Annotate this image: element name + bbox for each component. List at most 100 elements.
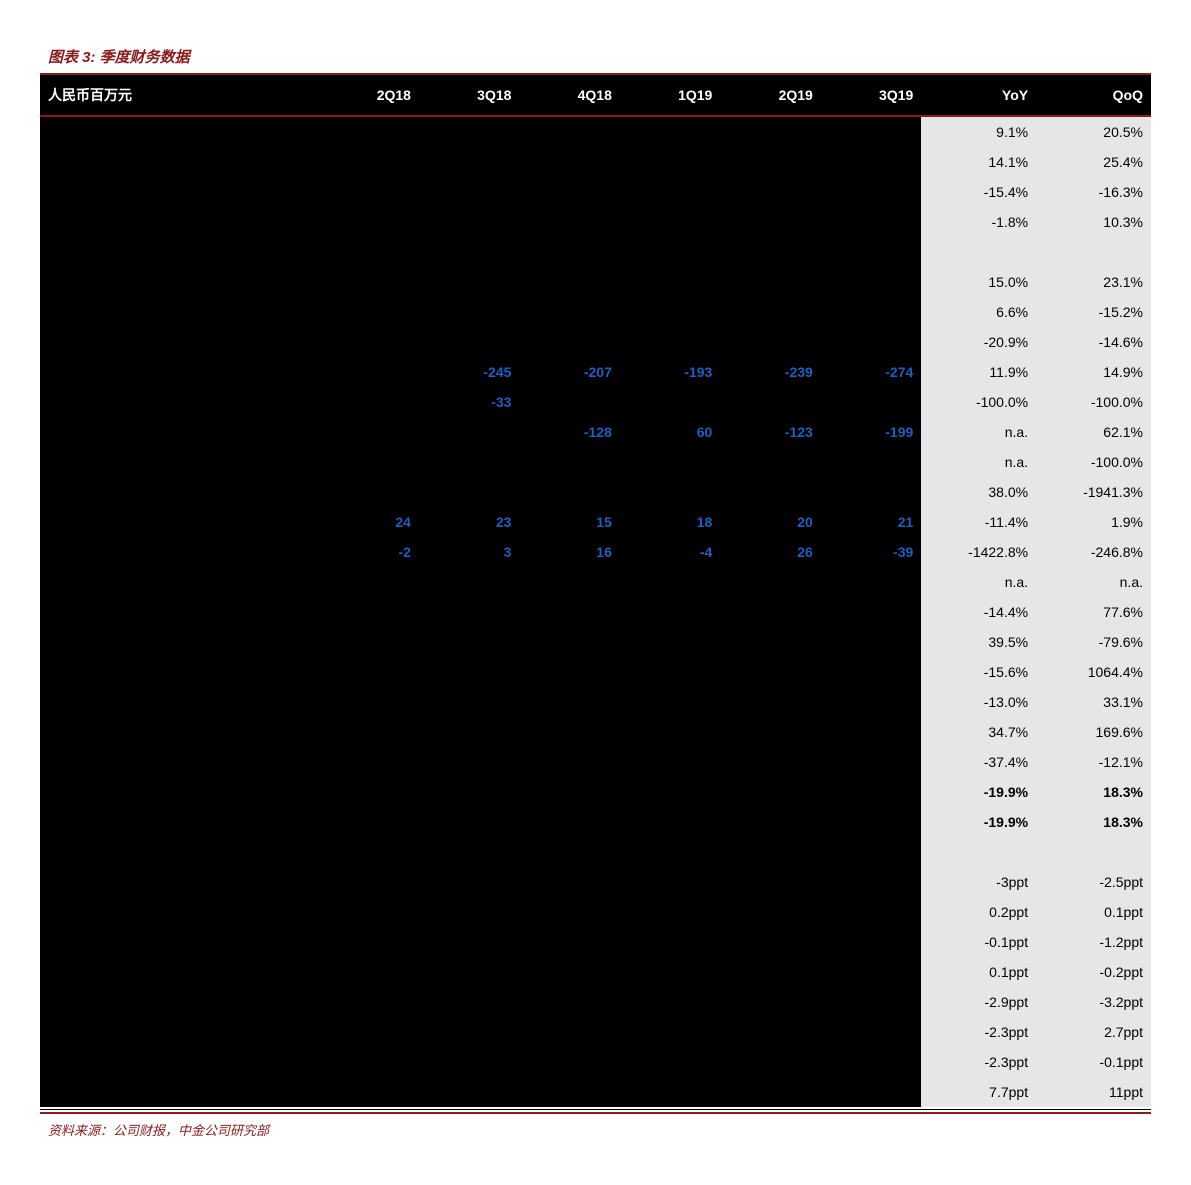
cell-value: [821, 867, 921, 897]
cell-value: [620, 116, 720, 147]
cell-value: [419, 116, 519, 147]
cell-value: [821, 177, 921, 207]
cell-value: [720, 567, 820, 597]
cell-qoq: 18.3%: [1036, 807, 1151, 837]
cell-value: [318, 897, 418, 927]
cell-value: [821, 327, 921, 357]
table-row: -2.3ppt-0.1ppt: [40, 1047, 1151, 1077]
cell-yoy: -100.0%: [921, 387, 1036, 417]
row-label: [40, 987, 318, 1017]
cell-value: [821, 957, 921, 987]
cell-value: [519, 387, 619, 417]
cell-yoy: -13.0%: [921, 687, 1036, 717]
source-note: 资料来源：公司财报，中金公司研究部: [40, 1114, 1151, 1145]
table-row: -14.4%77.6%: [40, 597, 1151, 627]
cell-qoq: -100.0%: [1036, 387, 1151, 417]
cell-yoy: -3ppt: [921, 867, 1036, 897]
header-4q18: 4Q18: [519, 75, 619, 116]
cell-yoy: 6.6%: [921, 297, 1036, 327]
table-row: 242315182021-11.4%1.9%: [40, 507, 1151, 537]
cell-value: [419, 927, 519, 957]
cell-value: [419, 1077, 519, 1107]
row-label: [40, 687, 318, 717]
cell-value: [620, 1017, 720, 1047]
table-row: [40, 837, 1151, 867]
cell-value: -33: [419, 387, 519, 417]
cell-qoq: n.a.: [1036, 567, 1151, 597]
cell-yoy: -2.3ppt: [921, 1017, 1036, 1047]
cell-yoy: 0.1ppt: [921, 957, 1036, 987]
row-label: [40, 717, 318, 747]
cell-value: [519, 927, 619, 957]
cell-value: [419, 447, 519, 477]
table-row: -15.4%-16.3%: [40, 177, 1151, 207]
cell-value: [419, 957, 519, 987]
row-label: [40, 447, 318, 477]
cell-value: [821, 1077, 921, 1107]
cell-yoy: -14.4%: [921, 597, 1036, 627]
cell-value: [318, 717, 418, 747]
cell-value: -274: [821, 357, 921, 387]
table-row: -19.9%18.3%: [40, 777, 1151, 807]
cell-value: [318, 177, 418, 207]
cell-yoy: 7.7ppt: [921, 1077, 1036, 1107]
table-row: -3ppt-2.5ppt: [40, 867, 1151, 897]
cell-value: [620, 867, 720, 897]
row-label: [40, 627, 318, 657]
cell-qoq: 25.4%: [1036, 147, 1151, 177]
cell-value: [519, 447, 619, 477]
cell-yoy: 14.1%: [921, 147, 1036, 177]
cell-value: [519, 116, 619, 147]
header-2q18: 2Q18: [318, 75, 418, 116]
table-row: 7.7ppt11ppt: [40, 1077, 1151, 1107]
cell-value: [519, 327, 619, 357]
header-3q18: 3Q18: [419, 75, 519, 116]
cell-value: [318, 747, 418, 777]
table-row: -0.1ppt-1.2ppt: [40, 927, 1151, 957]
cell-value: [620, 447, 720, 477]
cell-yoy: 39.5%: [921, 627, 1036, 657]
cell-value: [821, 657, 921, 687]
cell-value: 24: [318, 507, 418, 537]
cell-value: [821, 597, 921, 627]
cell-value: [720, 807, 820, 837]
cell-yoy: 15.0%: [921, 267, 1036, 297]
cell-value: [720, 777, 820, 807]
financial-table: 人民币百万元 2Q18 3Q18 4Q18 1Q19 2Q19 3Q19 YoY…: [40, 75, 1151, 1107]
header-3q19: 3Q19: [821, 75, 921, 116]
cell-yoy: 0.2ppt: [921, 897, 1036, 927]
table-row: -13.0%33.1%: [40, 687, 1151, 717]
cell-yoy: [921, 237, 1036, 267]
cell-value: [318, 987, 418, 1017]
cell-value: [419, 807, 519, 837]
cell-qoq: -12.1%: [1036, 747, 1151, 777]
table-row: -12860-123-199n.a.62.1%: [40, 417, 1151, 447]
cell-qoq: [1036, 237, 1151, 267]
cell-yoy: -20.9%: [921, 327, 1036, 357]
cell-value: -239: [720, 357, 820, 387]
cell-value: 60: [620, 417, 720, 447]
cell-yoy: -11.4%: [921, 507, 1036, 537]
cell-value: [720, 627, 820, 657]
cell-value: 16: [519, 537, 619, 567]
chart-title: 图表 3: 季度财务数据: [40, 40, 1151, 75]
cell-yoy: -15.4%: [921, 177, 1036, 207]
cell-value: -199: [821, 417, 921, 447]
header-row: 人民币百万元 2Q18 3Q18 4Q18 1Q19 2Q19 3Q19 YoY…: [40, 75, 1151, 116]
cell-qoq: 1.9%: [1036, 507, 1151, 537]
cell-value: [720, 267, 820, 297]
cell-value: [620, 807, 720, 837]
cell-qoq: 23.1%: [1036, 267, 1151, 297]
cell-yoy: [921, 837, 1036, 867]
cell-value: [620, 837, 720, 867]
cell-qoq: -1.2ppt: [1036, 927, 1151, 957]
row-label: [40, 507, 318, 537]
table-row: 14.1%25.4%: [40, 147, 1151, 177]
cell-qoq: 18.3%: [1036, 777, 1151, 807]
cell-value: [821, 237, 921, 267]
cell-value: [620, 957, 720, 987]
cell-value: [620, 267, 720, 297]
cell-qoq: 169.6%: [1036, 717, 1151, 747]
cell-value: [720, 1077, 820, 1107]
cell-value: [620, 987, 720, 1017]
